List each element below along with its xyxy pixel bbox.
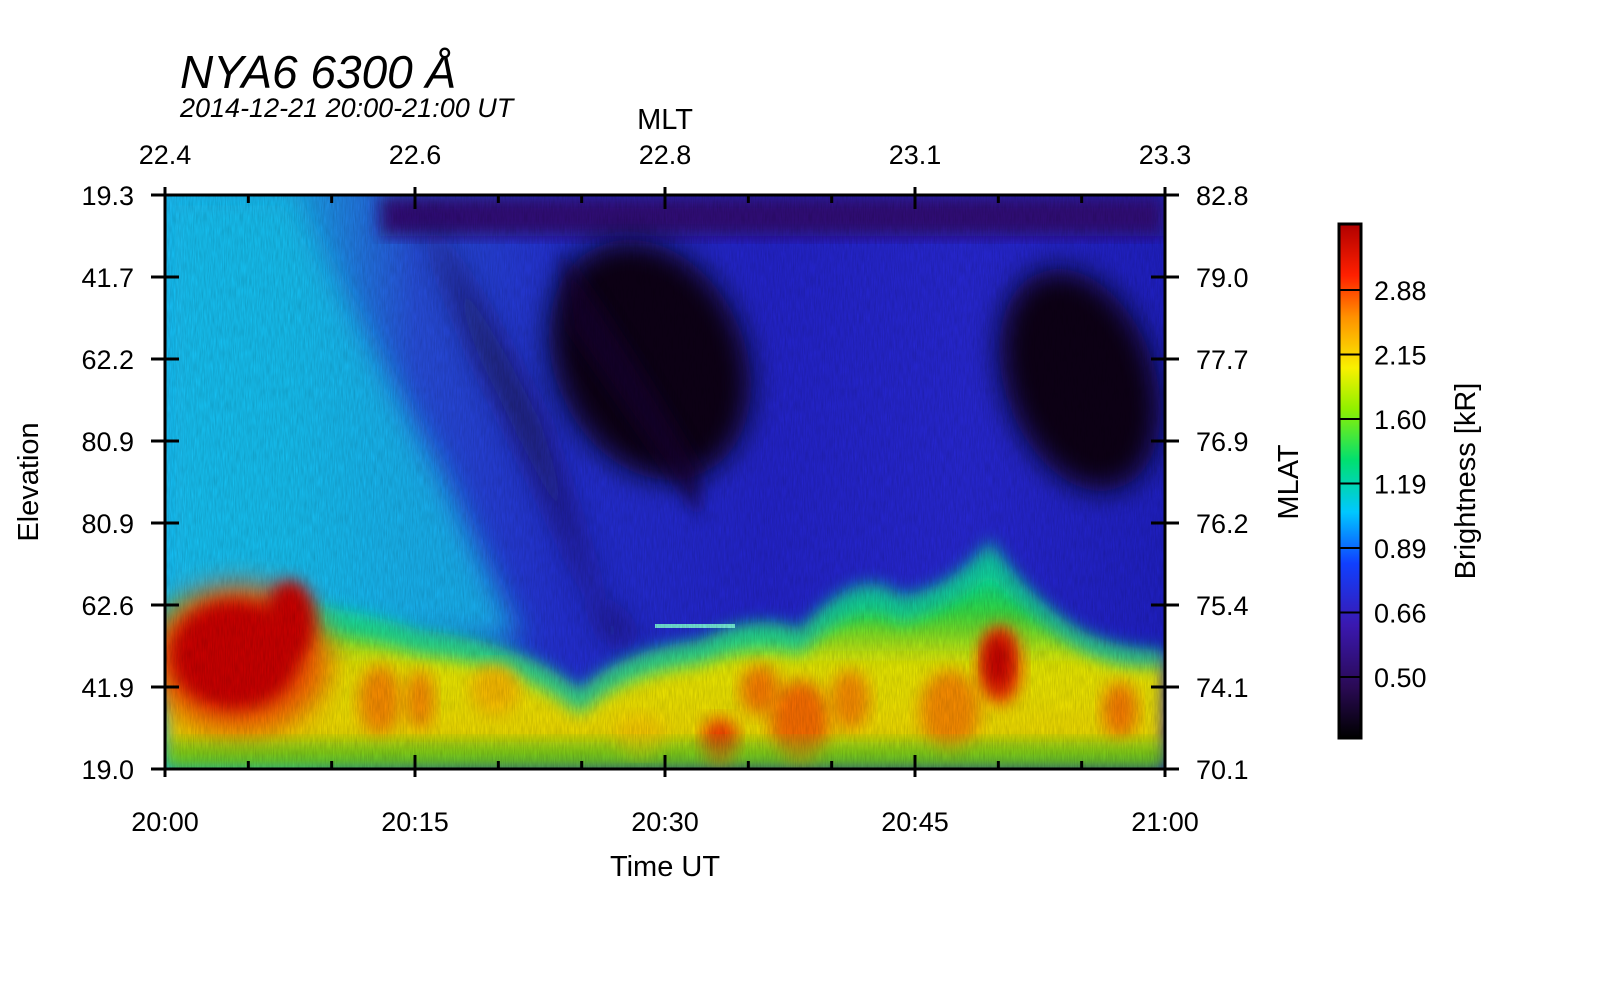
top-tick-label: 23.3 [1139, 140, 1192, 170]
y-left-tick-label: 19.3 [81, 181, 134, 211]
y-right-tick-label: 70.1 [1196, 755, 1249, 785]
x-axis-label: Time UT [610, 851, 720, 883]
y-right-tick-label: 77.7 [1196, 345, 1249, 375]
right-axis-label: MLAT [1273, 444, 1305, 519]
colorbar-tick-label: 0.66 [1374, 599, 1427, 629]
y-right-tick-label: 76.9 [1196, 427, 1249, 457]
colorbar-gradient [1337, 222, 1363, 740]
y-left-tick-label: 62.2 [81, 345, 134, 375]
y-right-tick-label: 82.8 [1196, 181, 1249, 211]
y-left-tick-label: 41.7 [81, 263, 134, 293]
colorbar-ticks: 2.88 2.15 1.60 1.19 0.89 0.66 0.50 [1339, 276, 1427, 693]
colorbar-tick-label: 2.15 [1374, 341, 1427, 371]
colorbar-tick-label: 2.88 [1374, 276, 1427, 306]
x-tick-label: 20:00 [131, 807, 199, 837]
top-tick-label: 23.1 [889, 140, 942, 170]
y-right-tick-label: 76.2 [1196, 509, 1249, 539]
axis-ticks [151, 187, 1179, 777]
x-tick-label: 20:30 [631, 807, 699, 837]
colorbar-tick-label: 1.60 [1374, 405, 1427, 435]
colorbar-label: Brightness [kR] [1450, 383, 1482, 580]
top-tick-label: 22.4 [139, 140, 192, 170]
y-right-tick-label: 75.4 [1196, 591, 1249, 621]
y-axis-label: Elevation [13, 422, 45, 541]
heatmap-image [166, 196, 1164, 768]
x-tick-label: 20:45 [881, 807, 949, 837]
y-left-tick-label: 80.9 [81, 509, 134, 539]
axis-tick-labels: 20:00 20:15 20:30 20:45 21:00 22.4 22.6 22.8 23.… [81, 140, 1248, 837]
colorbar-tick-label: 0.50 [1374, 663, 1427, 693]
y-right-tick-label: 74.1 [1196, 673, 1249, 703]
x-tick-label: 20:15 [381, 807, 449, 837]
colorbar-tick-label: 1.19 [1374, 470, 1427, 500]
y-left-tick-label: 41.9 [81, 673, 134, 703]
y-left-tick-label: 80.9 [81, 427, 134, 457]
top-tick-label: 22.6 [389, 140, 442, 170]
colorbar: 2.88 2.15 1.60 1.19 0.89 0.66 0.50 Brightness … [1337, 222, 1482, 740]
y-right-tick-label: 79.0 [1196, 263, 1249, 293]
top-axis-label: MLT [637, 104, 693, 136]
chart-subtitle: 2014-12-21 20:00-21:00 UT [179, 93, 516, 123]
x-tick-label: 21:00 [1131, 807, 1199, 837]
chart-title: NYA6 6300 Å [180, 46, 456, 98]
y-left-tick-label: 19.0 [81, 755, 134, 785]
colorbar-tick-label: 0.89 [1374, 534, 1427, 564]
y-left-tick-label: 62.6 [81, 591, 134, 621]
top-tick-label: 22.8 [639, 140, 692, 170]
